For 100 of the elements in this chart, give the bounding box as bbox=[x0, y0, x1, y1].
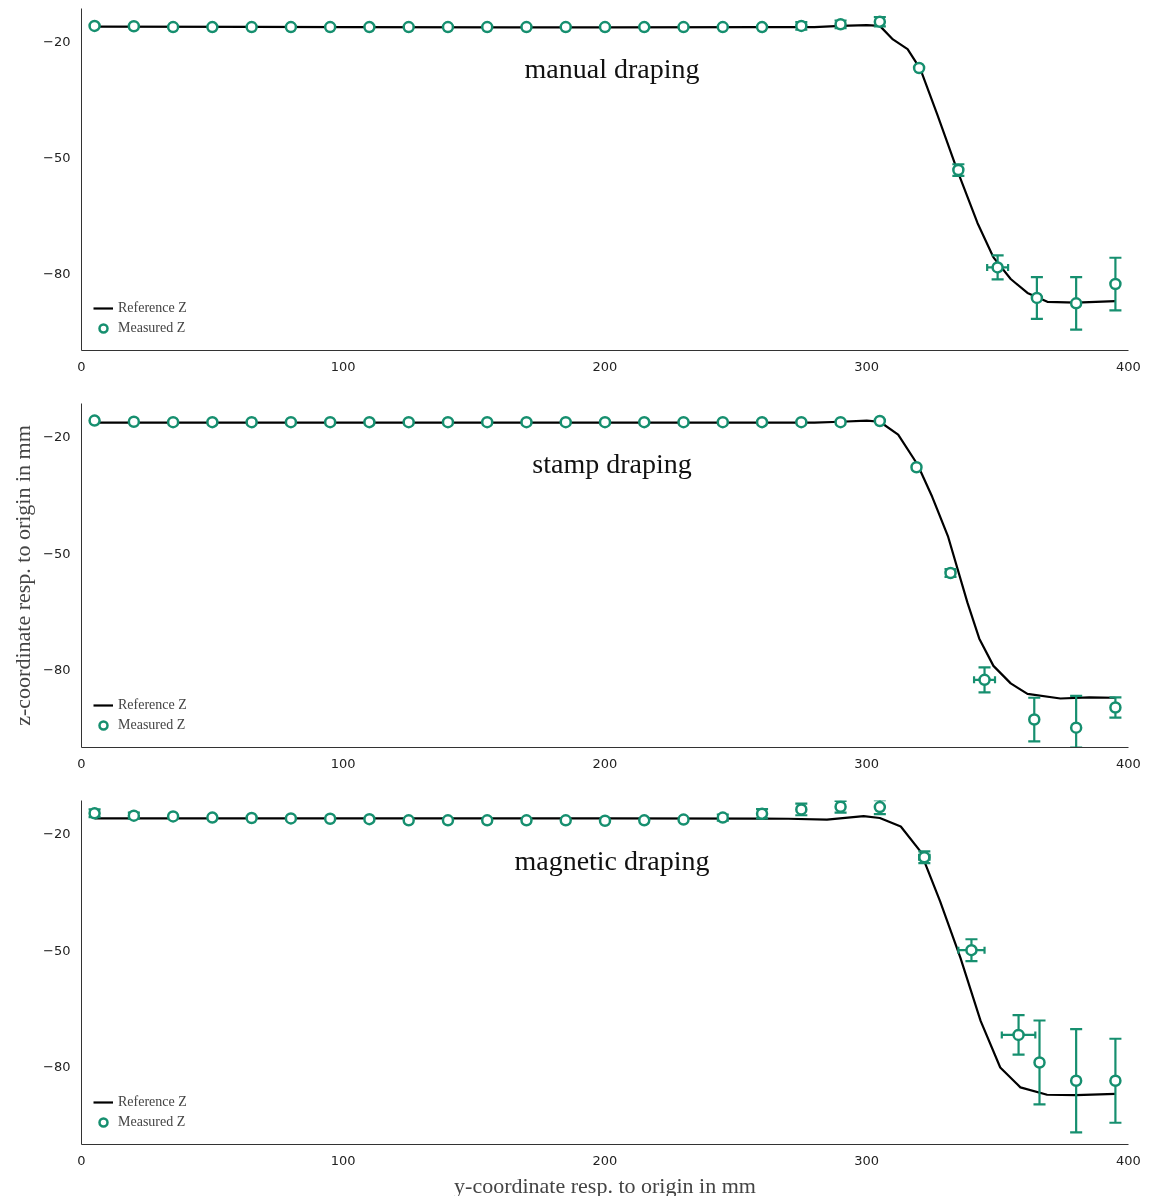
text: manual draping bbox=[524, 52, 700, 84]
point bbox=[127, 20, 141, 33]
point bbox=[677, 415, 690, 429]
point bbox=[1030, 291, 1044, 305]
x-tick-label: 100 bbox=[330, 1152, 356, 1168]
point bbox=[638, 20, 651, 34]
point bbox=[363, 415, 376, 429]
point bbox=[598, 814, 612, 827]
x-tick-label: 100 bbox=[330, 755, 356, 771]
x-tick-label: 200 bbox=[592, 755, 618, 771]
point bbox=[323, 20, 337, 34]
point bbox=[1012, 1028, 1025, 1042]
point bbox=[245, 20, 258, 34]
y-tick-label: −20 bbox=[43, 826, 71, 842]
point bbox=[912, 61, 926, 75]
legend-label: Reference Z bbox=[118, 300, 187, 316]
point bbox=[978, 673, 991, 687]
y-tick-label: −20 bbox=[43, 33, 71, 49]
point bbox=[166, 20, 180, 34]
x-tick-label: 200 bbox=[592, 1152, 618, 1168]
text: magnetic draping bbox=[514, 844, 710, 876]
point bbox=[834, 415, 847, 429]
legend-label: Measured Z bbox=[118, 320, 186, 336]
point bbox=[677, 813, 690, 826]
x-tick-label: 0 bbox=[77, 1152, 86, 1168]
point bbox=[166, 810, 180, 823]
point bbox=[1028, 713, 1041, 726]
point bbox=[873, 414, 887, 428]
x-tick-label: 400 bbox=[1116, 755, 1141, 771]
point bbox=[245, 811, 258, 825]
x-tick-label: 400 bbox=[1116, 358, 1141, 374]
point bbox=[284, 20, 298, 34]
point bbox=[1109, 1074, 1122, 1087]
point bbox=[363, 20, 376, 34]
point bbox=[598, 20, 612, 34]
point bbox=[166, 415, 180, 429]
y-tick-label: −50 bbox=[43, 942, 71, 958]
point bbox=[520, 20, 533, 34]
point bbox=[284, 812, 298, 825]
y-tick-label: −80 bbox=[43, 1059, 71, 1075]
legend-label: Reference Z bbox=[118, 697, 187, 713]
point bbox=[520, 415, 533, 429]
point bbox=[1069, 721, 1083, 734]
point bbox=[402, 814, 415, 827]
point bbox=[559, 20, 572, 34]
x-tick-label: 300 bbox=[854, 1152, 880, 1168]
point bbox=[1109, 701, 1122, 714]
point bbox=[323, 415, 337, 429]
point bbox=[480, 20, 494, 34]
point bbox=[441, 814, 455, 827]
point bbox=[598, 415, 612, 429]
point bbox=[88, 19, 101, 33]
point bbox=[755, 20, 769, 34]
point bbox=[755, 415, 769, 429]
point bbox=[1109, 277, 1122, 291]
text: stamp draping bbox=[532, 447, 692, 479]
point bbox=[910, 461, 923, 474]
point bbox=[965, 943, 978, 957]
point bbox=[402, 20, 415, 34]
point bbox=[559, 415, 572, 429]
point bbox=[402, 415, 415, 429]
point bbox=[284, 415, 298, 429]
y-axis-title: z-coordinate resp. to origin in mm bbox=[10, 425, 36, 726]
point bbox=[206, 811, 219, 824]
x-tick-label: 300 bbox=[854, 358, 880, 374]
x-tick-label: 300 bbox=[854, 755, 880, 771]
point bbox=[716, 415, 730, 429]
point bbox=[1069, 1074, 1083, 1087]
x-tick-label: 100 bbox=[330, 358, 356, 374]
x-tick-label: 400 bbox=[1116, 1152, 1141, 1168]
point bbox=[441, 415, 455, 429]
point bbox=[638, 415, 651, 429]
point bbox=[127, 415, 141, 429]
point bbox=[206, 415, 219, 429]
point bbox=[480, 415, 494, 429]
y-tick-label: −50 bbox=[43, 545, 71, 561]
point bbox=[520, 814, 533, 827]
point bbox=[245, 415, 258, 429]
point bbox=[323, 812, 337, 826]
legend-label: Measured Z bbox=[118, 1114, 186, 1130]
point bbox=[206, 20, 219, 34]
point bbox=[1033, 1056, 1046, 1069]
legend-label: Reference Z bbox=[118, 1094, 187, 1110]
y-tick-label: −80 bbox=[43, 265, 71, 281]
point bbox=[363, 812, 376, 826]
point bbox=[1069, 297, 1083, 310]
point bbox=[88, 414, 101, 427]
point bbox=[677, 20, 690, 34]
y-tick-label: −50 bbox=[43, 149, 71, 165]
point bbox=[559, 814, 572, 827]
y-tick-label: −20 bbox=[43, 429, 71, 445]
point bbox=[480, 814, 494, 827]
point bbox=[991, 261, 1004, 274]
x-tick-label: 0 bbox=[77, 358, 86, 374]
point bbox=[795, 415, 808, 429]
x-tick-label: 0 bbox=[77, 755, 86, 771]
x-tick-label: 200 bbox=[592, 358, 618, 374]
point bbox=[441, 20, 455, 34]
legend-label: Measured Z bbox=[118, 717, 186, 733]
point bbox=[638, 814, 651, 827]
